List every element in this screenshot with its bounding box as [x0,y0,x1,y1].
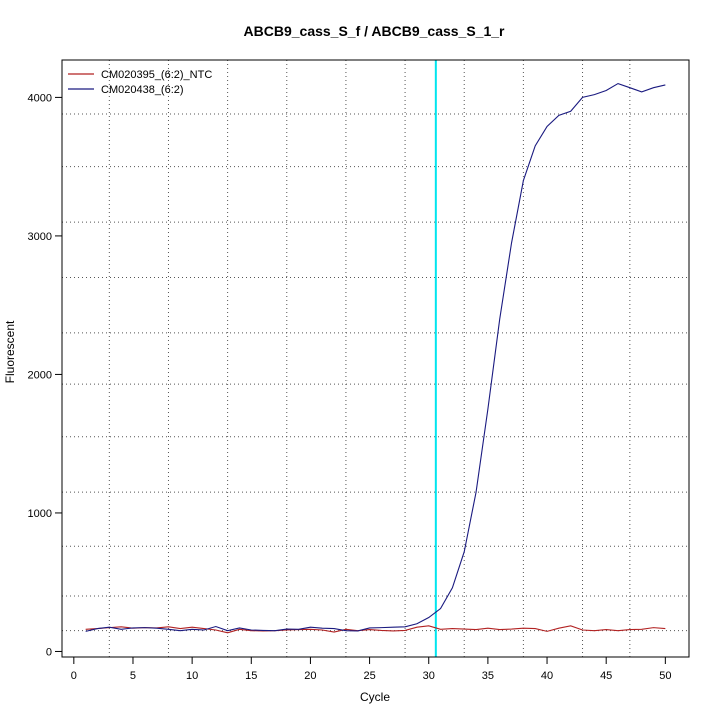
chart-title: ABCB9_cass_S_f / ABCB9_cass_S_1_r [244,23,506,39]
y-tick-label: 4000 [28,92,52,104]
x-tick-label: 0 [71,670,77,682]
x-tick-label: 30 [423,670,435,682]
legend-label-2: CM020438_(6:2) [101,84,184,96]
x-tick-label: 15 [245,670,257,682]
x-tick-label: 5 [130,670,136,682]
series-layer [85,82,666,634]
legend: CM020395_(6:2)_NTC CM020438_(6:2) [68,69,212,96]
x-tick-label: 20 [304,670,316,682]
x-tick-label: 25 [363,670,375,682]
series-line-2 [85,82,666,632]
x-tick-label: 50 [659,670,671,682]
plot-frame [61,59,690,658]
legend-label-1: CM020395_(6:2)_NTC [101,69,212,81]
grid [62,60,689,657]
y-tick-label: 3000 [28,231,52,243]
y-axis-label: Fluorescent [3,320,17,383]
x-tick-label: 40 [541,670,553,682]
y-tick-label: 1000 [28,508,52,520]
x-tick-label: 35 [482,670,494,682]
y-tick-label: 2000 [28,369,52,381]
series-line-1 [85,625,666,634]
axes: 0 5 10 15 20 25 30 35 40 45 50 0 1000 2000 3000 4000 [28,92,672,682]
x-axis-label: Cycle [360,690,390,704]
x-tick-label: 10 [186,670,198,682]
y-tick-label: 0 [46,646,52,658]
x-tick-label: 45 [600,670,612,682]
